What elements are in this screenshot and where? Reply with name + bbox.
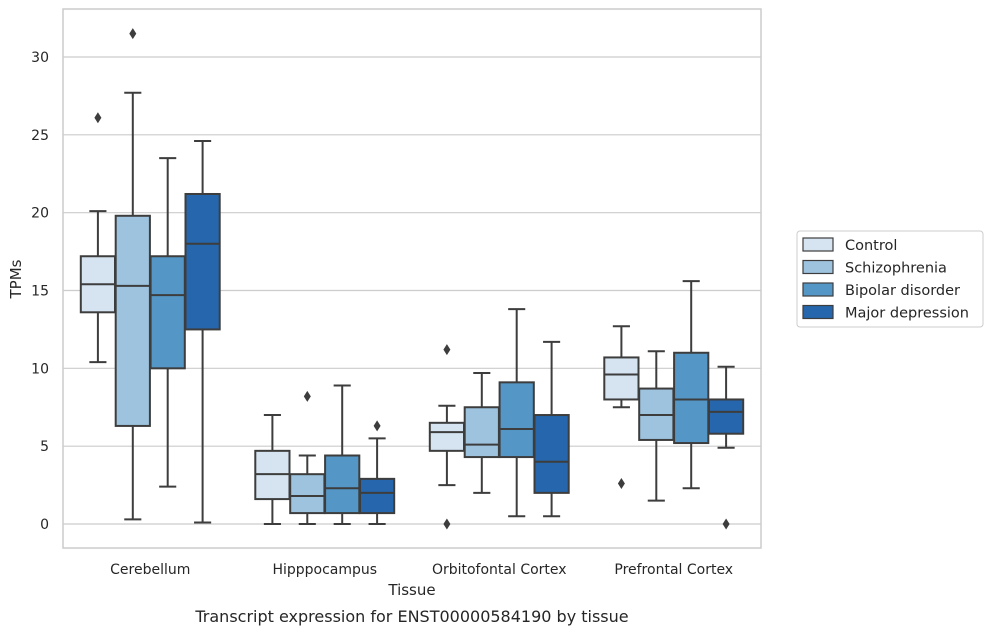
legend-swatch: [802, 304, 834, 320]
outlier-point: [94, 112, 102, 124]
legend-swatch: [802, 282, 834, 297]
y-axis-title: TPMs: [7, 259, 25, 299]
x-tick-label: Prefrontal Cortex: [614, 562, 733, 578]
outlier-point: [373, 420, 381, 432]
box-schizophrenia: [463, 372, 500, 494]
box-iqr: [603, 356, 640, 401]
box-iqr: [428, 421, 466, 452]
box-major-depression: [533, 340, 570, 518]
box-bipolar-disorder: [673, 280, 710, 490]
box-control: [428, 344, 466, 530]
legend-frame: [796, 230, 984, 328]
legend-label: Schizophrenia: [845, 261, 947, 277]
box-bipolar-disorder: [498, 308, 535, 518]
y-tick-label: 15: [31, 284, 49, 300]
box-bipolar-disorder: [324, 384, 361, 525]
box-control: [603, 325, 640, 490]
legend-swatch: [802, 259, 834, 275]
box-control: [254, 414, 291, 525]
outlier-point: [722, 518, 730, 530]
box-iqr: [358, 477, 396, 515]
y-tick-label: 30: [31, 50, 49, 66]
box-iqr: [707, 398, 745, 435]
box-bipolar-disorder: [149, 157, 186, 488]
legend-label: Bipolar disorder: [845, 283, 960, 299]
box-iqr: [533, 414, 570, 494]
box-schizophrenia: [114, 28, 151, 521]
legend-label: Major depression: [845, 306, 969, 322]
x-tick-label: Hipppocampus: [272, 562, 377, 578]
x-tick-label: Orbitofontal Cortex: [432, 562, 567, 578]
box-schizophrenia: [638, 350, 675, 502]
x-tick-label: Cerebellum: [110, 562, 190, 578]
y-tick-label: 10: [31, 361, 49, 377]
legend-swatch: [802, 237, 834, 252]
x-axis-title: Tissue: [387, 581, 435, 599]
outlier-point: [443, 518, 451, 530]
box-iqr: [149, 255, 186, 370]
plot-area: 0 5 10 15 20 25 30 Cerebellum Hipppocampus Orbito…: [31, 8, 762, 578]
legend-label: Control: [845, 238, 897, 254]
outlier-point: [303, 390, 311, 402]
outlier-point: [617, 478, 625, 490]
y-tick-label: 0: [40, 517, 49, 533]
y-tick-label: 20: [31, 206, 49, 222]
box-control: [79, 112, 117, 364]
box-major-depression: [184, 140, 221, 524]
plot-frame: [62, 8, 762, 549]
box-iqr: [673, 351, 710, 445]
figure-caption: Transcript expression for ENST0000058419…: [194, 607, 628, 626]
box-iqr: [184, 192, 221, 331]
y-tick-label: 5: [40, 439, 49, 455]
outlier-point: [443, 344, 451, 356]
box-iqr: [114, 214, 151, 427]
box-major-depression: [707, 365, 745, 530]
box-iqr: [289, 473, 326, 515]
outlier-point: [129, 28, 137, 40]
box-iqr: [463, 406, 500, 459]
box-iqr: [498, 381, 535, 459]
box-iqr: [324, 454, 361, 515]
y-tick-label: 25: [31, 128, 49, 144]
legend: Control Schizophrenia Bipolar disorder Majo…: [796, 230, 984, 328]
box-major-depression: [358, 420, 396, 525]
